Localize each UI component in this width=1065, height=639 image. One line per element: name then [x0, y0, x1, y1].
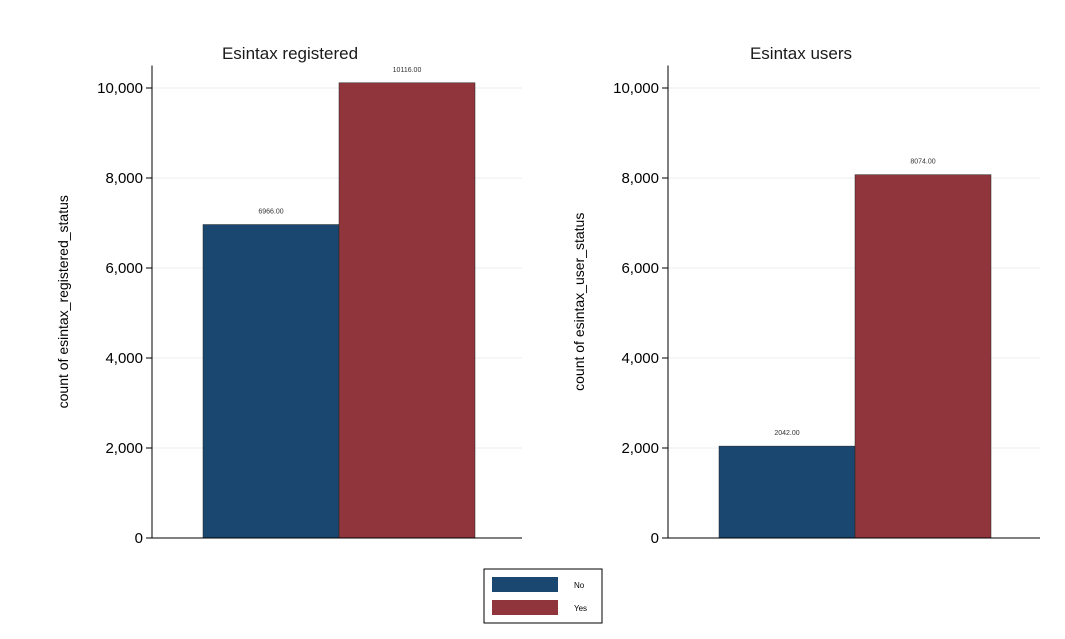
y-tick-label: 6,000 — [105, 260, 143, 277]
y-axis-title: count of esintax_registered_status — [55, 195, 71, 408]
y-axis-title: count of esintax_user_status — [571, 213, 587, 391]
y-tick-label: 10,000 — [97, 80, 143, 97]
y-tick-label: 0 — [135, 530, 143, 547]
y-tick-label: 4,000 — [105, 350, 143, 367]
legend-swatch-no — [492, 577, 558, 592]
bar-value-label: 8074.00 — [910, 159, 935, 166]
chart-title: Esintax users — [750, 44, 852, 63]
bar-value-label: 2042.00 — [774, 430, 799, 437]
bar-yes — [338, 82, 476, 539]
y-tick-label: 8,000 — [621, 170, 659, 187]
legend-swatch-yes — [492, 600, 558, 615]
legend-label: Yes — [574, 604, 587, 613]
y-tick-label: 2,000 — [621, 440, 659, 457]
y-tick-label: 2,000 — [105, 440, 143, 457]
bar-yes — [854, 174, 992, 539]
bar-no — [202, 224, 340, 539]
y-tick-label: 10,000 — [613, 80, 659, 97]
legend-label: No — [574, 581, 585, 590]
y-tick-label: 0 — [651, 530, 659, 547]
bar-value-label: 6966.00 — [258, 209, 283, 216]
bar-no — [718, 445, 856, 539]
chart-title: Esintax registered — [222, 44, 358, 63]
y-tick-label: 6,000 — [621, 260, 659, 277]
y-tick-label: 8,000 — [105, 170, 143, 187]
bar-value-label: 10116.00 — [393, 67, 422, 74]
y-tick-label: 4,000 — [621, 350, 659, 367]
